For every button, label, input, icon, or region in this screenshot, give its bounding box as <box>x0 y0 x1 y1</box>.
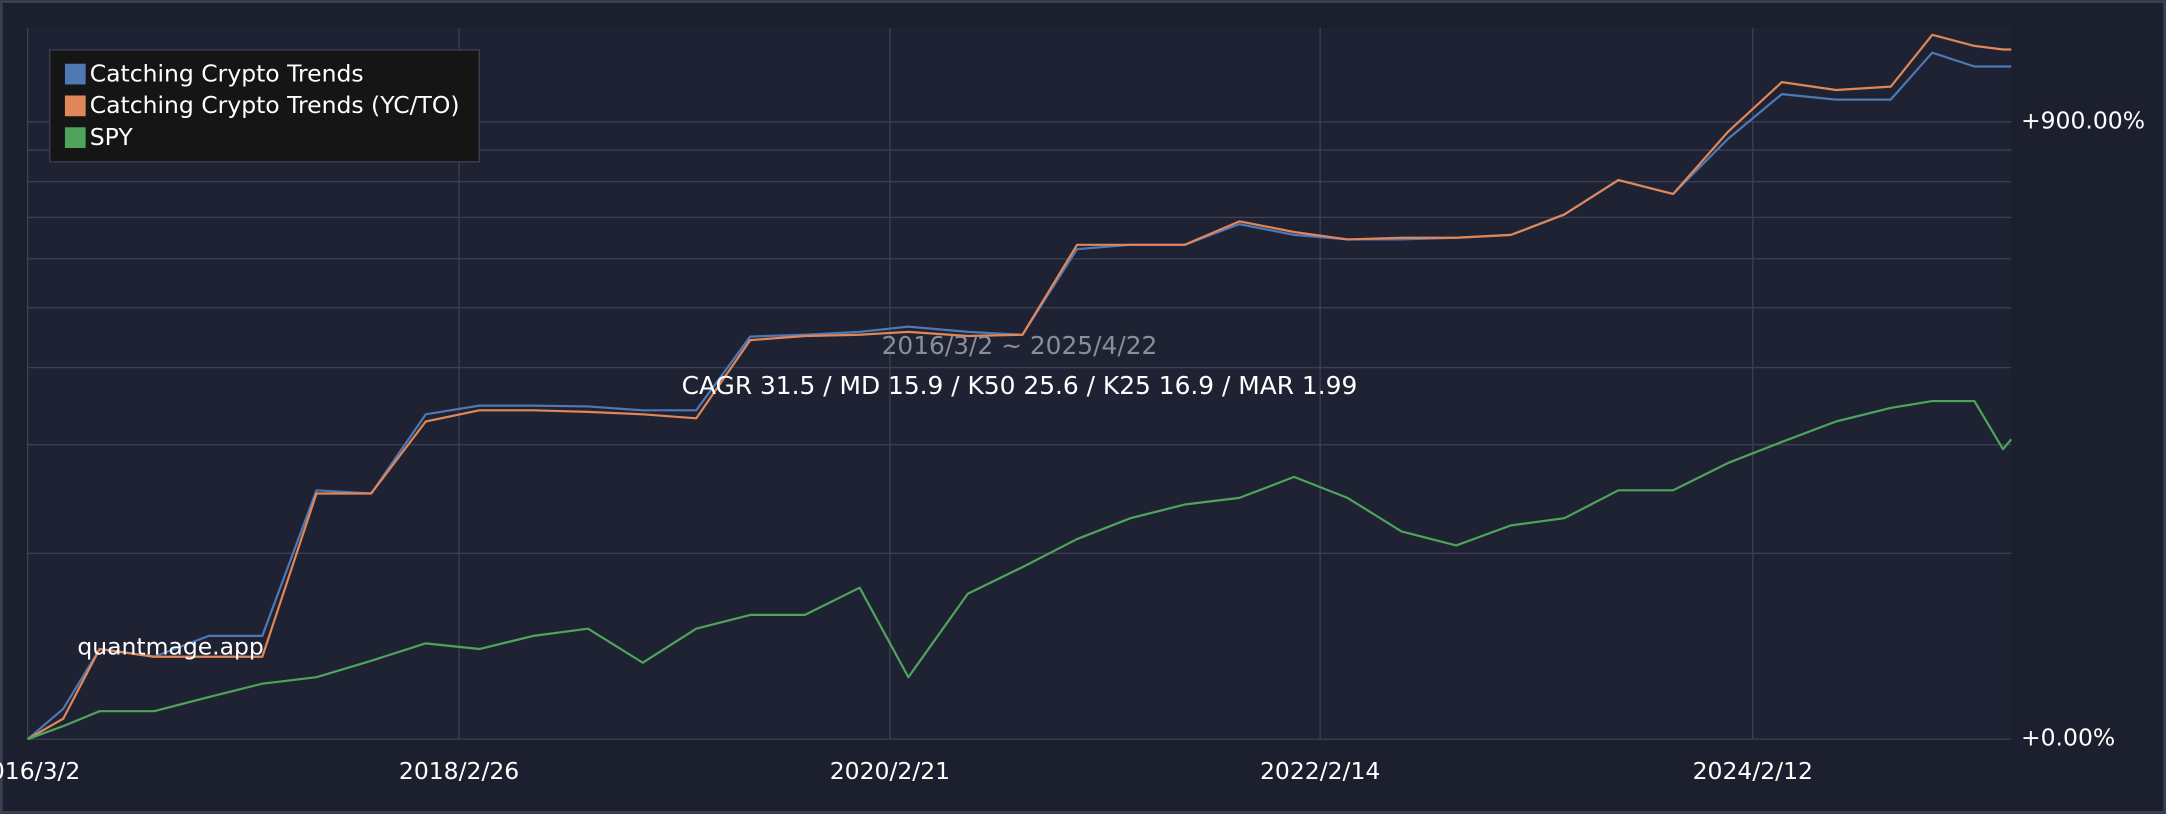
stats: CAGR 31.5 / MD 15.9 / K50 25.6 / K25 16.… <box>682 371 1358 400</box>
legend-swatch <box>64 127 86 148</box>
date-range: 2016/3/2 ~ 2025/4/22 <box>882 331 1158 360</box>
lines <box>26 33 2013 741</box>
legend-box <box>49 49 481 163</box>
series-line <box>27 33 2012 741</box>
x-tick-label: 2024/2/12 <box>1693 757 1813 785</box>
y-tick-label: +0.00% <box>2021 724 2115 752</box>
x-tick-label: 2022/2/14 <box>1260 757 1380 785</box>
legend-label: Catching Crypto Trends <box>90 59 364 87</box>
legend: Catching Crypto Trends Catching Crypto Tr… <box>49 49 481 163</box>
legend-swatch <box>64 95 86 117</box>
legend-label: SPY <box>90 123 134 151</box>
y-tick-label: +900.00% <box>2021 106 2145 134</box>
labels: +0.00% +900.00% 2016/3/2 2018/2/26 2020/2/21… <box>0 106 2145 785</box>
series-line <box>26 51 2012 741</box>
x-tick-label: 2016/3/2 <box>0 757 80 785</box>
series-line <box>27 399 2013 741</box>
legend-label: Catching Crypto Trends (YC/TO) <box>90 91 460 119</box>
x-tick-label: 2020/2/21 <box>830 757 950 785</box>
watermark: quantmage.app <box>77 633 263 661</box>
legend-swatch <box>64 63 86 85</box>
x-tick-label: 2018/2/26 <box>399 757 519 785</box>
